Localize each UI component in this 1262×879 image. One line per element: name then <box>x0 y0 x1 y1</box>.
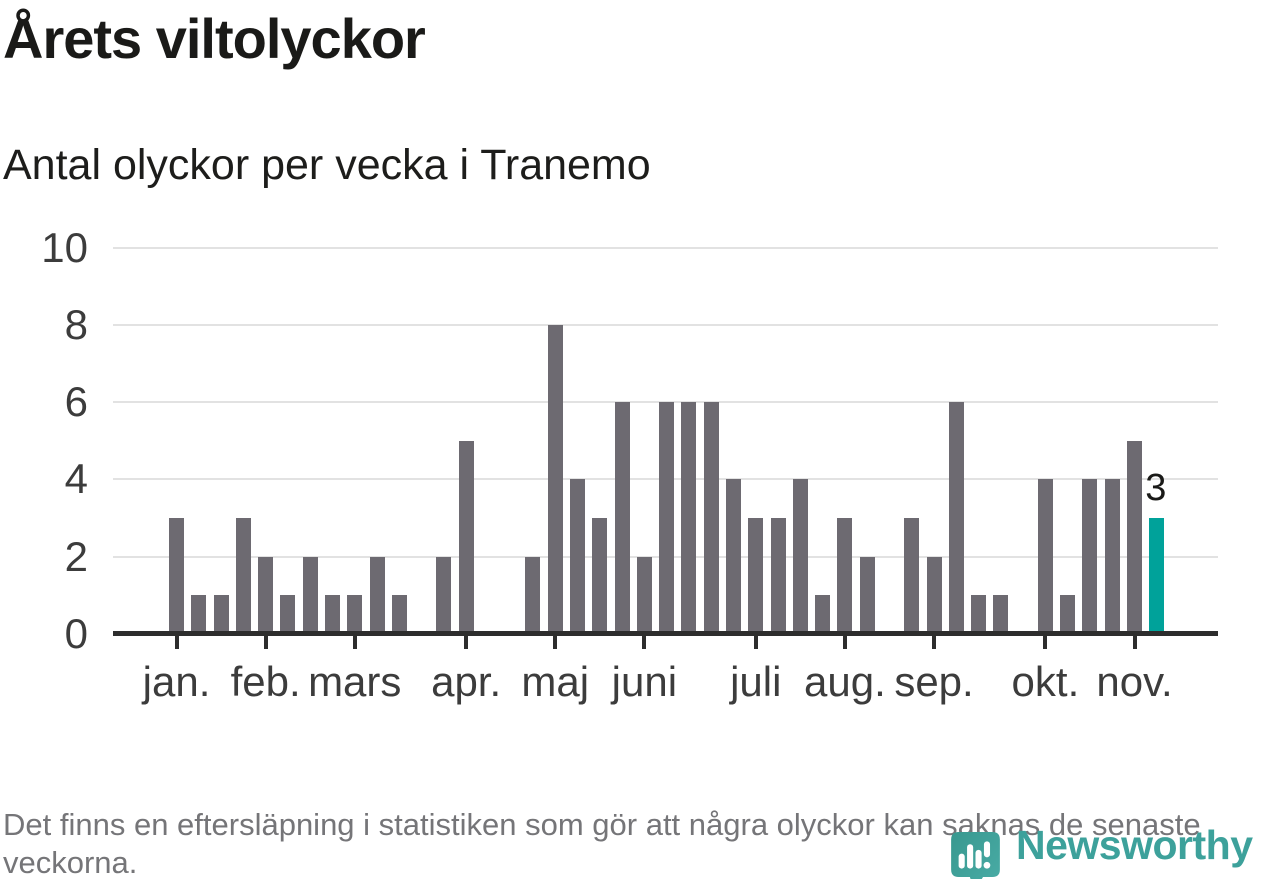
bar-week-34 <box>904 518 920 634</box>
y-axis-label-10: 10 <box>41 223 88 271</box>
month-tick-juli <box>753 636 758 649</box>
bar-week-21 <box>614 402 630 634</box>
bar-week-10 <box>369 556 385 634</box>
bar-week-6 <box>280 595 296 634</box>
month-label-sep: sep. <box>894 658 974 705</box>
bar-week-29 <box>792 479 808 634</box>
newsworthy-logo-icon <box>951 832 1000 879</box>
month-tick-juni <box>642 636 647 649</box>
bar-week-22 <box>636 556 652 634</box>
month-tick-sep <box>932 636 937 649</box>
y-axis-label-6: 6 <box>64 378 88 426</box>
bar-week-45 <box>1149 518 1165 634</box>
bar-week-41 <box>1060 595 1076 634</box>
month-label-aug: aug. <box>804 658 886 705</box>
month-tick-nov <box>1132 636 1137 649</box>
y-axis-label-8: 8 <box>64 300 88 348</box>
bar-week-44 <box>1127 440 1143 634</box>
month-label-juli: juli <box>730 658 782 705</box>
bar-week-26 <box>726 479 741 634</box>
bar-week-37 <box>971 595 987 634</box>
chart-subtitle: Antal olyckor per vecka i Tranemo <box>3 141 651 189</box>
bar-week-17 <box>525 556 541 634</box>
bar-week-14 <box>458 440 474 634</box>
month-tick-maj <box>553 636 558 649</box>
bar-week-32 <box>859 556 875 634</box>
bar-week-24 <box>681 402 697 634</box>
month-tick-aug <box>842 636 847 649</box>
month-label-jan: jan. <box>142 658 211 705</box>
bar-week-42 <box>1082 479 1098 634</box>
chart-title: Årets viltolyckor <box>3 7 426 70</box>
bar-value-label: 3 <box>1145 467 1167 510</box>
newsworthy-logo-text: Newsworthy <box>1016 822 1253 868</box>
bar-week-25 <box>703 402 719 634</box>
month-tick-feb <box>263 636 268 649</box>
bar-week-3 <box>213 595 229 634</box>
bar-week-13 <box>436 556 452 634</box>
month-label-nov: nov. <box>1096 658 1173 705</box>
bar-week-11 <box>391 595 407 634</box>
bar-week-30 <box>815 595 831 634</box>
month-label-okt: okt. <box>1011 658 1080 705</box>
footer-note: Det finns en eftersläpning i statistiken… <box>3 807 1201 879</box>
bar-week-19 <box>570 479 586 634</box>
month-label-juni: juni <box>611 658 678 705</box>
bar-week-28 <box>770 518 786 634</box>
bar-week-8 <box>324 595 340 634</box>
plot-area: 0 2 4 6 8 10 jan. feb. mars apr. maj juni juli aug. se… <box>41 223 1218 705</box>
bar-week-27 <box>748 518 764 634</box>
month-tick-mars <box>352 636 357 649</box>
month-label-apr: apr. <box>431 658 502 705</box>
gridline-8 <box>113 323 1218 326</box>
month-tick-apr <box>464 636 469 649</box>
bar-week-36 <box>948 402 964 634</box>
bar-week-43 <box>1104 479 1120 634</box>
y-axis-label-2: 2 <box>64 532 88 580</box>
bar-week-9 <box>347 595 363 634</box>
month-tick-jan <box>174 636 179 649</box>
x-axis-baseline <box>113 631 1218 636</box>
bar-week-38 <box>993 595 1009 634</box>
month-label-feb: feb. <box>230 658 301 705</box>
bar-week-20 <box>592 518 608 634</box>
bar-week-7 <box>302 556 318 634</box>
y-axis-label-4: 4 <box>64 455 88 503</box>
month-label-mars: mars <box>308 658 402 705</box>
gridline-10 <box>113 246 1218 249</box>
bar-week-40 <box>1037 479 1053 634</box>
y-axis-label-0: 0 <box>64 610 88 657</box>
bar-week-4 <box>235 518 251 634</box>
bar-week-31 <box>837 518 853 634</box>
bar-week-23 <box>659 402 675 634</box>
month-label-maj: maj <box>521 658 590 705</box>
bar-week-2 <box>191 595 207 634</box>
newsworthy-logo: Newsworthy <box>951 823 1253 879</box>
month-tick-okt <box>1043 636 1048 649</box>
bar-week-18 <box>547 324 563 634</box>
bar-week-5 <box>258 556 274 634</box>
bar-week-1 <box>169 518 184 634</box>
bar-week-35 <box>926 556 942 634</box>
